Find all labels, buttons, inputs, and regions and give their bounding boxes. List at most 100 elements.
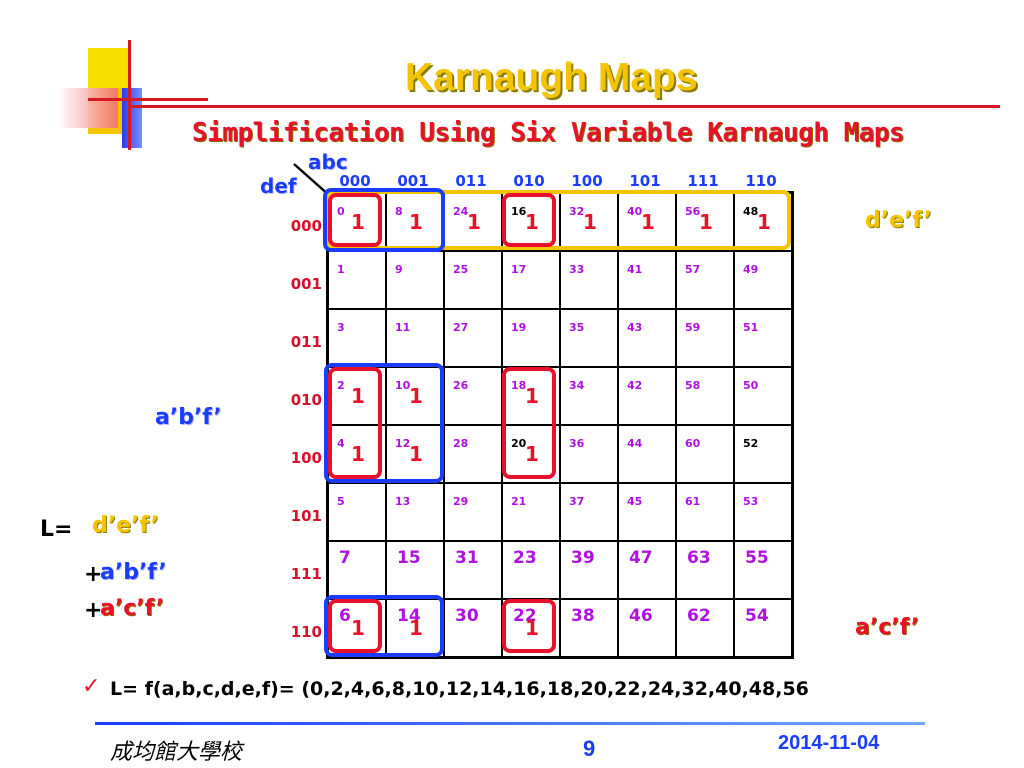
result-plus-2: + <box>84 598 103 623</box>
kmap-cell: 32 1 <box>560 193 618 251</box>
kmap-cell: 21 <box>502 483 560 541</box>
cell-value-one: 1 <box>351 210 365 234</box>
kmap-grid: 0 1 8 1 24 1 16 1 32 1 40 1 56 1 48 1 1 9 25 17 33 41 57 49 3 11 2… <box>326 191 794 659</box>
cell-value-one: 1 <box>525 442 539 466</box>
cell-index: 51 <box>743 321 759 334</box>
col-var-label: abc <box>308 150 348 174</box>
annotation-dpepfp: d’e’f’ <box>865 208 932 233</box>
cell-index: 1 <box>337 263 345 276</box>
kmap-cell: 55 <box>734 541 792 599</box>
kmap-cell: 19 <box>502 309 560 367</box>
cell-index: 6 <box>339 606 351 626</box>
cell-index: 29 <box>453 495 469 508</box>
cell-index: 21 <box>511 495 527 508</box>
cell-index: 27 <box>453 321 469 334</box>
cell-index: 26 <box>453 379 469 392</box>
annotation-apbpfp: a’b’f’ <box>155 405 222 430</box>
cell-index: 5 <box>337 495 345 508</box>
kmap-cell: 23 <box>502 541 560 599</box>
col-header-2: 011 <box>455 172 487 190</box>
school-name: 成均館大學校 <box>110 740 243 765</box>
cell-value-one: 1 <box>583 210 597 234</box>
annotation-apcpfp: a’c’f’ <box>855 615 920 640</box>
cell-index: 22 <box>513 606 537 626</box>
kmap-cell: 12 1 <box>386 425 444 483</box>
kmap-cell: 14 1 <box>386 599 444 657</box>
cell-index: 43 <box>627 321 643 334</box>
kmap-cell: 38 <box>560 599 618 657</box>
kmap-cell: 13 <box>386 483 444 541</box>
cell-index: 20 <box>511 437 527 450</box>
cell-index: 0 <box>337 205 345 218</box>
cell-index: 33 <box>569 263 585 276</box>
cell-index: 32 <box>569 205 585 218</box>
result-term1: d’e’f’ <box>92 513 159 538</box>
kmap-cell: 57 <box>676 251 734 309</box>
cell-index: 44 <box>627 437 643 450</box>
cell-index: 7 <box>339 548 351 568</box>
cell-index: 50 <box>743 379 759 392</box>
cell-index: 24 <box>453 205 469 218</box>
cell-value-one: 1 <box>409 442 423 466</box>
kmap-cell: 3 <box>328 309 386 367</box>
logo-decoration <box>58 40 208 150</box>
cell-index: 39 <box>571 548 595 568</box>
cell-value-one: 1 <box>351 384 365 408</box>
kmap-cell: 34 <box>560 367 618 425</box>
kmap-cell: 40 1 <box>618 193 676 251</box>
kmap-cell: 56 1 <box>676 193 734 251</box>
kmap-cell: 16 1 <box>502 193 560 251</box>
cell-index: 23 <box>513 548 537 568</box>
kmap-cell: 62 <box>676 599 734 657</box>
cell-value-one: 1 <box>525 210 539 234</box>
kmap-cell: 25 <box>444 251 502 309</box>
kmap-cell: 61 <box>676 483 734 541</box>
kmap-cell: 22 1 <box>502 599 560 657</box>
cell-index: 59 <box>685 321 701 334</box>
row-header-1: 001 <box>290 275 322 293</box>
cell-index: 14 <box>397 606 421 626</box>
cell-index: 56 <box>685 205 701 218</box>
cell-index: 19 <box>511 321 527 334</box>
footer-rule <box>95 722 925 725</box>
title-rule <box>130 105 1000 108</box>
kmap-cell: 44 <box>618 425 676 483</box>
cell-index: 46 <box>629 606 653 626</box>
cell-index: 12 <box>395 437 411 450</box>
kmap-cell: 30 <box>444 599 502 657</box>
cell-index: 58 <box>685 379 701 392</box>
cell-value-one: 1 <box>641 210 655 234</box>
cell-value-one: 1 <box>525 384 539 408</box>
cell-index: 42 <box>627 379 643 392</box>
result-term2: a’b’f’ <box>100 560 167 585</box>
kmap-cell: 53 <box>734 483 792 541</box>
cell-index: 37 <box>569 495 585 508</box>
kmap-cell: 51 <box>734 309 792 367</box>
kmap-cell: 7 <box>328 541 386 599</box>
cell-index: 3 <box>337 321 345 334</box>
kmap-cell: 60 <box>676 425 734 483</box>
cell-value-one: 1 <box>351 442 365 466</box>
kmap-cell: 35 <box>560 309 618 367</box>
kmap-cell: 29 <box>444 483 502 541</box>
cell-index: 13 <box>395 495 411 508</box>
kmap-cell: 46 <box>618 599 676 657</box>
kmap-cell: 41 <box>618 251 676 309</box>
kmap-cell: 11 <box>386 309 444 367</box>
check-icon: ✓ <box>82 674 101 699</box>
cell-index: 45 <box>627 495 643 508</box>
kmap-cell: 58 <box>676 367 734 425</box>
cell-index: 8 <box>395 205 403 218</box>
cell-index: 15 <box>397 548 421 568</box>
row-header-4: 100 <box>290 449 322 467</box>
kmap-cell: 18 1 <box>502 367 560 425</box>
row-header-6: 111 <box>290 565 322 583</box>
row-header-2: 011 <box>290 333 322 351</box>
cell-index: 38 <box>571 606 595 626</box>
slide-title: Karnaugh Maps <box>405 56 698 99</box>
cell-index: 49 <box>743 263 759 276</box>
